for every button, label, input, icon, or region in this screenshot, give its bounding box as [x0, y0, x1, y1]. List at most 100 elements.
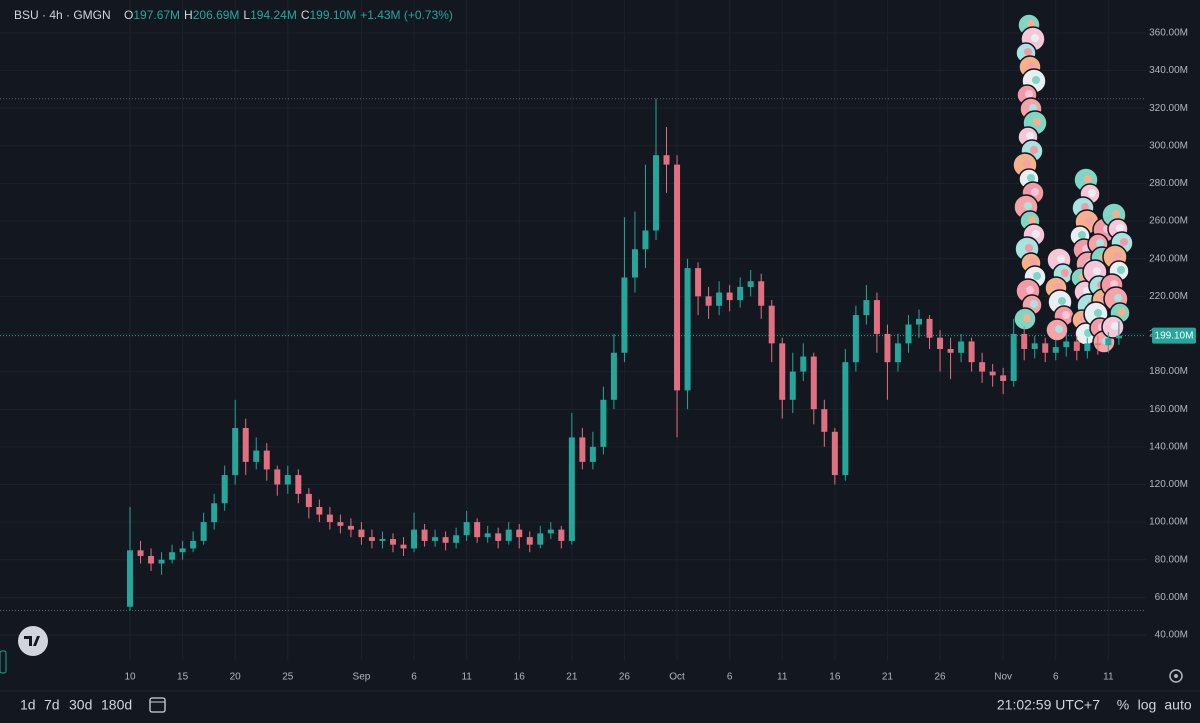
candle-body [537, 533, 544, 545]
candle-body [179, 548, 186, 553]
candle-body [894, 343, 901, 363]
calendar[interactable] [149, 697, 166, 713]
trade-bubble-face [1113, 252, 1121, 260]
gear-center[interactable] [1174, 674, 1178, 678]
trade-bubble-face [1029, 258, 1037, 266]
candle-body [221, 475, 228, 504]
calendar-icon[interactable] [149, 697, 166, 713]
candle-body [453, 535, 460, 543]
candle-body [589, 446, 596, 462]
settings-icon[interactable] [1169, 669, 1183, 683]
y-tick-label: 260.00M [1149, 216, 1188, 227]
candle-body [326, 514, 333, 523]
candle-body [1042, 343, 1049, 353]
range-button[interactable]: 180d [101, 697, 132, 713]
scale-option[interactable]: % [1117, 697, 1129, 713]
trade-bubble-face [1054, 283, 1062, 291]
candle-body [726, 292, 733, 301]
candle-body [1021, 333, 1028, 350]
candle-body [873, 300, 880, 334]
x-tick-label: 21 [882, 672, 894, 683]
x-tick-label: 26 [619, 672, 631, 683]
candle-body [1063, 341, 1070, 348]
candle-body [695, 268, 702, 297]
trade-bubble-face [1111, 322, 1119, 330]
candle-body [1031, 343, 1038, 350]
trade-bubble-face [1025, 90, 1033, 98]
candle-body [621, 277, 628, 353]
scale-option[interactable]: log [1138, 697, 1157, 713]
candle-body [474, 522, 481, 538]
trade-bubble-face [1081, 203, 1089, 211]
candle-body [716, 292, 723, 306]
last-price-box [1152, 327, 1196, 344]
candle-body [705, 296, 712, 306]
trade-bubble-face [1120, 238, 1128, 246]
candle-body [558, 529, 565, 541]
candle-body [968, 341, 975, 363]
trade-bubble-face [1023, 314, 1031, 322]
x-tick-label: Oct [669, 672, 685, 683]
y-tick-label: 320.00M [1149, 103, 1188, 114]
trade-bubble-face [1024, 48, 1032, 56]
range-button[interactable]: 30d [69, 697, 92, 713]
range-button[interactable]: 1d [20, 697, 36, 713]
x-tick-label: 20 [230, 672, 242, 683]
trade-bubbles [1012, 13, 1134, 354]
ohlc-value: 199.10M [309, 8, 356, 22]
side-handle [0, 650, 7, 674]
candle-body [610, 352, 617, 400]
candle-body [800, 356, 807, 372]
candle-body [526, 537, 533, 545]
trade-bubble-face [1032, 230, 1040, 238]
trade-bubble-face [1062, 311, 1070, 319]
candle-body [568, 437, 575, 541]
candle-body [421, 529, 428, 541]
scale-option[interactable]: auto [1164, 697, 1191, 713]
x-tick-label: 21 [566, 672, 578, 683]
candle-body [547, 529, 554, 534]
trade-bubble-face [1118, 308, 1126, 316]
x-tick-label: 16 [829, 672, 841, 683]
x-tick-label: 15 [177, 672, 189, 683]
x-tick-label: Sep [353, 672, 371, 683]
trade-bubble-face [1061, 269, 1069, 277]
trade-bubble-face [1031, 34, 1039, 42]
range-button[interactable]: 7d [44, 697, 60, 713]
candle-body [211, 503, 218, 523]
candle-body [1084, 343, 1091, 351]
candle-body [905, 324, 912, 344]
candle-body [747, 281, 754, 287]
candle-body [842, 362, 849, 476]
candle-body [979, 362, 986, 372]
gear[interactable] [1169, 669, 1183, 683]
candle-body [316, 507, 323, 515]
candle-body [368, 537, 375, 541]
trade-bubble-face [1028, 62, 1036, 70]
trade-bubble-face [1023, 160, 1031, 168]
candle-body [863, 300, 870, 316]
tv-logo [18, 626, 48, 656]
x-tick-label: 6 [411, 672, 417, 683]
toolbar: 1d 7d 30d 180d 21:02:59 UTC+7% log auto [20, 697, 1192, 713]
candle-body [884, 333, 891, 363]
candle-body [810, 356, 817, 410]
candle-body [411, 529, 418, 549]
candle-body [926, 318, 933, 338]
x-tick-label: 16 [514, 672, 526, 683]
candle-body [284, 475, 291, 485]
candle-body [684, 268, 691, 391]
x-tick-label: Nov [994, 672, 1012, 683]
candle-body [242, 428, 249, 462]
candle-body [758, 281, 765, 306]
candle-body [463, 522, 470, 536]
trade-bubble-face [1029, 104, 1037, 112]
candle-body [852, 315, 859, 363]
ohlc-label: O [124, 8, 133, 22]
y-tick-label: 40.00M [1155, 630, 1188, 641]
candle-body [653, 155, 659, 231]
y-tick-label: 140.00M [1149, 441, 1188, 452]
trade-bubble-face [1033, 272, 1041, 280]
